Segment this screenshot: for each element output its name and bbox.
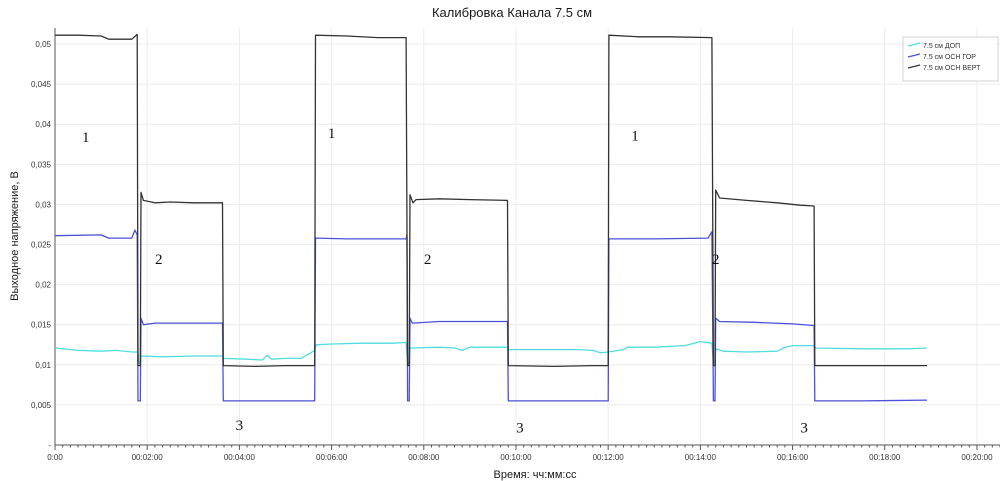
- gridlines: [55, 28, 1000, 445]
- legend-swatch: [907, 42, 921, 47]
- legend-swatch: [907, 53, 921, 58]
- legend: 7.5 см ДОП 7.5 см ОСН ГОР 7.5 см ОСН ВЕРТ: [902, 36, 999, 82]
- region-label: 1: [82, 130, 90, 146]
- x-tick-label: 00:08:00: [408, 453, 440, 462]
- series-line-1: [54, 229, 928, 402]
- x-tick-label: 00:06:00: [316, 453, 348, 462]
- x-tick-label: 00:02:00: [132, 453, 164, 462]
- y-tick-label: 0,005: [31, 401, 52, 410]
- y-tick-label: 0,045: [31, 80, 52, 89]
- y-tick-label: 0,035: [31, 160, 52, 169]
- region-label: 3: [516, 420, 524, 436]
- x-tick-label: 00:04:00: [224, 453, 256, 462]
- series-line-0: [54, 340, 928, 364]
- x-tick-label: 00:14:00: [685, 453, 717, 462]
- x-tick-labels: 0:00 00:02:00 00:04:00 00:06:00 00:08:00 00:1…: [47, 453, 993, 462]
- region-label: 1: [631, 128, 639, 144]
- series-line-2: [55, 33, 927, 368]
- y-tick-labels: - 0,005 0,01 0,015 0,02 0,025 0,03 0,035 0,04 0,0…: [31, 40, 52, 450]
- legend-entry: 7.5 см ОСН ГОР: [923, 54, 976, 61]
- chart-title: Калибровка Канала 7.5 см: [432, 5, 592, 20]
- legend-entry: 7.5 см ДОП: [923, 43, 960, 50]
- axes: [54, 28, 1000, 446]
- y-tick-label: 0,05: [35, 40, 51, 49]
- y-tick-label: 0,03: [35, 200, 51, 209]
- x-tick-label: 00:18:00: [869, 453, 901, 462]
- region-label: 2: [155, 252, 163, 268]
- y-tick-label: 0,02: [35, 281, 51, 290]
- region-label: 2: [712, 252, 720, 268]
- region-label: 2: [424, 252, 432, 268]
- x-minor-ticks: [54, 445, 1000, 450]
- y-tick-label: 0,015: [31, 321, 52, 330]
- y-tick-label: 0,025: [31, 241, 52, 250]
- x-tick-label: 00:12:00: [593, 453, 625, 462]
- series-lines: [54, 33, 928, 402]
- y-tick-label: -: [48, 441, 51, 450]
- x-axis-label: Время: чч:мм:сс: [494, 469, 577, 481]
- y-tick-label: 0,01: [35, 361, 51, 370]
- x-tick-label: 0:00: [47, 453, 63, 462]
- region-annotations: 1 1 1 2 2 2 3 3 3: [82, 126, 808, 436]
- y-tick-label: 0,04: [35, 120, 51, 129]
- x-tick-label: 00:20:00: [961, 453, 993, 462]
- region-label: 1: [328, 126, 336, 142]
- region-label: 3: [800, 420, 808, 436]
- legend-swatch: [907, 64, 921, 69]
- x-tick-label: 00:16:00: [777, 453, 809, 462]
- y-axis-label: Выходное напряжение, В: [9, 171, 21, 301]
- legend-entry: 7.5 см ОСН ВЕРТ: [923, 65, 981, 72]
- legend-box: [902, 36, 999, 82]
- region-label: 3: [236, 418, 244, 434]
- x-tick-label: 00:10:00: [500, 453, 532, 462]
